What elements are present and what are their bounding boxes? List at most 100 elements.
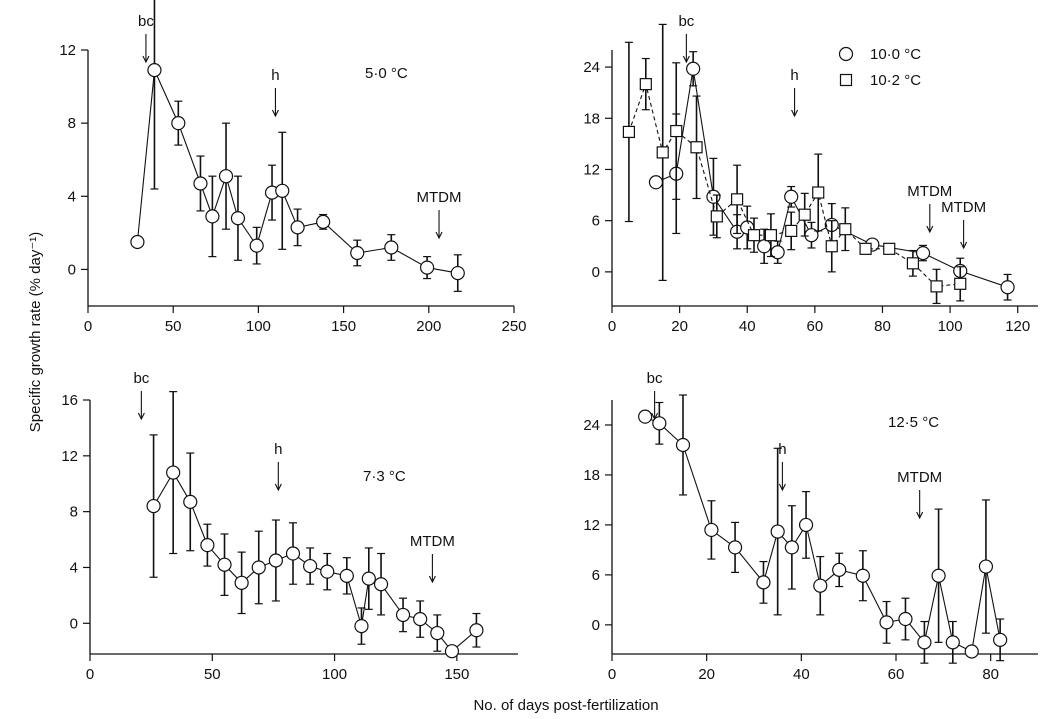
- data-point: [218, 169, 234, 184]
- data-point: [290, 220, 305, 235]
- x-tick-label: 80: [982, 666, 999, 683]
- y-tick-label: 24: [583, 59, 600, 76]
- data-point: [879, 615, 894, 630]
- data-point: [954, 277, 967, 290]
- data-point: [993, 632, 1008, 647]
- panel-bottom-left: 0 50 100 150 0 4 8 12 16 bc h MTDM 7·3 °C: [61, 370, 518, 683]
- temperature-label: 7·3 °C: [363, 468, 406, 485]
- x-tick-label: 50: [165, 318, 182, 335]
- data-point: [146, 498, 161, 514]
- y-tick-label: 12: [583, 517, 600, 534]
- data-point: [166, 465, 181, 480]
- event-arrowhead: [651, 412, 659, 421]
- data-point: [316, 214, 331, 229]
- x-tick-label: 50: [204, 666, 221, 683]
- y-tick-label: 0: [70, 615, 78, 632]
- legend-label: 10·2 °C: [870, 72, 921, 89]
- event-arrowhead: [926, 225, 934, 234]
- event-label-mtdm: MTDM: [417, 189, 462, 206]
- x-tick-label: 150: [331, 318, 356, 335]
- event-arrowhead: [682, 55, 690, 64]
- data-point: [217, 557, 232, 572]
- data-point: [320, 564, 335, 579]
- y-tick-label: 0: [592, 264, 600, 281]
- event-label-mtdm: MTDM: [897, 469, 942, 486]
- data-point: [638, 409, 653, 424]
- data-point: [832, 562, 847, 577]
- event-label-h: h: [271, 67, 279, 84]
- data-point: [639, 78, 652, 91]
- data-point: [648, 175, 664, 190]
- data-point: [757, 239, 772, 254]
- y-tick-label: 18: [583, 110, 600, 127]
- data-point: [193, 176, 208, 191]
- y-tick-label: 6: [592, 213, 600, 230]
- data-point: [675, 437, 691, 453]
- data-point: [413, 612, 428, 627]
- data-point: [234, 575, 249, 590]
- y-tick-label: 4: [70, 559, 78, 576]
- data-point: [183, 494, 198, 509]
- data-point: [710, 210, 723, 223]
- data-point: [361, 571, 376, 586]
- data-point: [784, 189, 799, 204]
- data-point: [917, 635, 932, 650]
- data-point: [898, 611, 913, 627]
- data-point: [430, 625, 445, 641]
- y-tick-label: 12: [583, 161, 600, 178]
- x-tick-label: 20: [698, 666, 715, 683]
- x-tick-label: 250: [501, 318, 526, 335]
- legend-label: 10·0 °C: [870, 46, 921, 63]
- x-tick-label: 60: [888, 666, 905, 683]
- data-point: [303, 558, 318, 574]
- x-tick-label: 0: [86, 666, 94, 683]
- y-tick-label: 0: [592, 617, 600, 634]
- data-point: [622, 125, 636, 139]
- event-label-mtdm: MTDM: [941, 199, 986, 216]
- data-point: [419, 260, 435, 275]
- data-point: [339, 568, 354, 583]
- event-label-bc: bc: [138, 13, 154, 30]
- event-label-bc: bc: [647, 370, 663, 387]
- data-point: [812, 186, 825, 199]
- event-arrowhead: [791, 109, 799, 118]
- event-arrowhead: [142, 55, 150, 64]
- data-point: [469, 623, 484, 638]
- series-line: [136, 67, 458, 274]
- data-point: [730, 193, 744, 206]
- x-tick-label: 200: [416, 318, 441, 335]
- data-point: [670, 124, 683, 138]
- data-point: [354, 618, 369, 634]
- y-tick-label: 8: [70, 504, 78, 521]
- data-point: [285, 546, 301, 561]
- x-axis-label: No. of days post-fertilization: [473, 697, 658, 714]
- legend-circle-marker: [838, 46, 854, 62]
- data-point: [230, 211, 246, 226]
- series-1: [130, 0, 465, 292]
- x-tick-label: 60: [807, 318, 824, 335]
- data-point: [978, 559, 994, 574]
- event-arrowhead: [137, 412, 145, 421]
- data-point: [813, 578, 828, 593]
- panel-top-left: 0 50 100 150 200 250 0 4 8 12 bc h MTDM 5·0 °C: [59, 0, 527, 335]
- data-point: [756, 575, 771, 590]
- data-point: [883, 242, 896, 255]
- event-arrowhead: [960, 241, 968, 250]
- data-point: [130, 234, 145, 250]
- x-tick-label: 150: [444, 666, 469, 683]
- data-point: [727, 540, 743, 555]
- x-tick-label: 100: [322, 666, 347, 683]
- x-tick-label: 20: [671, 318, 688, 335]
- data-point: [268, 553, 283, 568]
- data-point: [1000, 280, 1015, 295]
- legend-square-marker: [839, 73, 853, 87]
- series-1: [638, 394, 1008, 664]
- data-point: [690, 141, 703, 154]
- data-point: [931, 568, 946, 583]
- series-1: [146, 391, 484, 659]
- data-point: [798, 208, 811, 221]
- data-point: [249, 238, 264, 253]
- data-point: [251, 560, 266, 575]
- event-label-mtdm: MTDM: [907, 183, 952, 200]
